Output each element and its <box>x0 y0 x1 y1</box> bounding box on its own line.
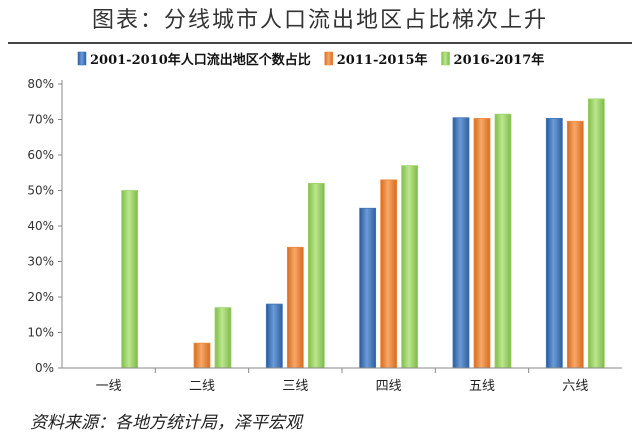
legend-label-3: 2016-2017年 <box>454 52 545 68</box>
bar-3 <box>307 182 325 369</box>
bar-chart: 2001-2010年人口流出地区个数占比 2011-2015年 2016-2017年… <box>27 51 622 394</box>
bar-1 <box>359 207 377 369</box>
y-tick-label: 60% <box>27 148 54 162</box>
y-tick-label: 30% <box>27 255 54 269</box>
x-tick-label: 三线 <box>282 379 308 394</box>
chart-title: 图表：分线城市人口流出地区占比梯次上升 <box>91 8 548 33</box>
bar-1 <box>452 117 470 369</box>
y-tick-label: 40% <box>27 219 54 233</box>
x-tick-label: 二线 <box>189 379 215 394</box>
bar-3 <box>494 113 512 369</box>
x-tick-label: 四线 <box>376 379 402 394</box>
legend-swatch-2 <box>324 51 334 66</box>
legend-swatch-3 <box>441 51 450 66</box>
bar-2 <box>473 118 491 369</box>
y-tick-label: 20% <box>27 290 54 304</box>
bar-2 <box>193 342 211 369</box>
bar-3 <box>121 190 139 369</box>
bar-2 <box>286 246 304 369</box>
y-tick-label: 50% <box>27 184 54 198</box>
y-axis: 0% 10% 20% 30% 40% 50% 60% 70% 80% <box>27 77 63 375</box>
y-tick-label: 80% <box>27 77 54 91</box>
x-tick-label: 一线 <box>96 379 122 394</box>
bar-3 <box>214 307 232 369</box>
y-tick-label: 70% <box>27 113 54 127</box>
x-tick-label: 六线 <box>562 379 588 394</box>
bar-3 <box>401 165 419 369</box>
bar-1 <box>545 118 563 369</box>
legend-label-1: 2001-2010年人口流出地区个数占比 <box>90 52 311 68</box>
x-tick-label: 五线 <box>469 379 495 394</box>
x-axis: 一线 二线 三线 四线 五线 六线 <box>62 367 622 394</box>
bars <box>121 98 605 369</box>
title-divider <box>8 42 632 44</box>
y-tick-label: 10% <box>27 326 54 340</box>
bar-3 <box>587 98 605 369</box>
bar-1 <box>265 303 283 369</box>
bar-2 <box>380 179 398 369</box>
legend: 2001-2010年人口流出地区个数占比 2011-2015年 2016-2017年 <box>77 51 545 68</box>
legend-swatch-1 <box>77 51 87 66</box>
y-tick-label: 0% <box>35 361 54 375</box>
legend-label-2: 2011-2015年 <box>337 52 428 68</box>
source-note: 资料来源：各地方统计局，泽平宏观 <box>30 413 302 433</box>
bar-2 <box>566 120 584 369</box>
